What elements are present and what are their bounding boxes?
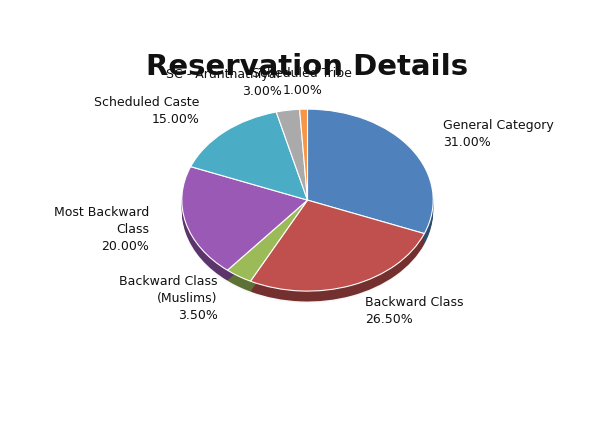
Wedge shape bbox=[182, 168, 308, 271]
Wedge shape bbox=[299, 118, 308, 209]
Wedge shape bbox=[227, 206, 308, 287]
Wedge shape bbox=[250, 206, 424, 296]
Wedge shape bbox=[308, 116, 433, 240]
Wedge shape bbox=[191, 112, 308, 200]
Wedge shape bbox=[276, 117, 308, 208]
Wedge shape bbox=[182, 172, 308, 276]
Wedge shape bbox=[276, 120, 308, 211]
Wedge shape bbox=[250, 208, 424, 299]
Wedge shape bbox=[299, 117, 308, 208]
Wedge shape bbox=[191, 117, 308, 206]
Wedge shape bbox=[299, 111, 308, 201]
Wedge shape bbox=[308, 114, 433, 239]
Wedge shape bbox=[308, 113, 433, 238]
Wedge shape bbox=[299, 113, 308, 204]
Wedge shape bbox=[227, 207, 308, 288]
Wedge shape bbox=[299, 119, 308, 211]
Wedge shape bbox=[182, 173, 308, 277]
Wedge shape bbox=[182, 167, 308, 270]
Wedge shape bbox=[276, 109, 308, 200]
Wedge shape bbox=[250, 207, 424, 298]
Wedge shape bbox=[191, 119, 308, 207]
Wedge shape bbox=[308, 111, 433, 235]
Wedge shape bbox=[308, 112, 433, 236]
Wedge shape bbox=[227, 204, 308, 285]
Wedge shape bbox=[182, 176, 308, 279]
Text: Backward Class
26.50%: Backward Class 26.50% bbox=[365, 296, 464, 326]
Wedge shape bbox=[308, 117, 433, 241]
Wedge shape bbox=[308, 119, 433, 244]
Wedge shape bbox=[250, 203, 424, 294]
Wedge shape bbox=[276, 119, 308, 209]
Text: General Category
31.00%: General Category 31.00% bbox=[443, 119, 553, 149]
Wedge shape bbox=[227, 208, 308, 289]
Wedge shape bbox=[250, 204, 424, 295]
Wedge shape bbox=[191, 121, 308, 209]
Wedge shape bbox=[182, 170, 308, 274]
Wedge shape bbox=[276, 112, 308, 203]
Wedge shape bbox=[191, 113, 308, 201]
Wedge shape bbox=[250, 200, 424, 291]
Wedge shape bbox=[308, 118, 433, 243]
Text: SC - Arunthathiyar
3.00%: SC - Arunthathiyar 3.00% bbox=[166, 68, 282, 98]
Wedge shape bbox=[250, 201, 424, 292]
Wedge shape bbox=[308, 109, 433, 234]
Text: Backward Class
(Muslims)
3.50%: Backward Class (Muslims) 3.50% bbox=[119, 276, 218, 322]
Text: Reservation Details: Reservation Details bbox=[146, 53, 469, 81]
Wedge shape bbox=[276, 113, 308, 204]
Wedge shape bbox=[276, 111, 308, 201]
Wedge shape bbox=[250, 209, 424, 300]
Wedge shape bbox=[227, 201, 308, 282]
Wedge shape bbox=[191, 115, 308, 203]
Wedge shape bbox=[299, 112, 308, 203]
Text: Scheduled Tribe
1.00%: Scheduled Tribe 1.00% bbox=[253, 67, 352, 97]
Wedge shape bbox=[227, 209, 308, 290]
Wedge shape bbox=[182, 174, 308, 278]
Text: Most Backward
Class
20.00%: Most Backward Class 20.00% bbox=[54, 206, 149, 253]
Wedge shape bbox=[182, 169, 308, 273]
Wedge shape bbox=[227, 200, 308, 281]
Wedge shape bbox=[191, 116, 308, 204]
Text: Scheduled Caste
15.00%: Scheduled Caste 15.00% bbox=[94, 96, 199, 127]
Wedge shape bbox=[191, 122, 308, 211]
Wedge shape bbox=[227, 203, 308, 284]
Wedge shape bbox=[299, 109, 308, 200]
Wedge shape bbox=[299, 114, 308, 206]
Wedge shape bbox=[227, 211, 308, 292]
Wedge shape bbox=[191, 120, 308, 208]
Wedge shape bbox=[276, 114, 308, 206]
Wedge shape bbox=[299, 116, 308, 207]
Wedge shape bbox=[182, 177, 308, 281]
Wedge shape bbox=[276, 116, 308, 207]
Wedge shape bbox=[250, 211, 424, 301]
